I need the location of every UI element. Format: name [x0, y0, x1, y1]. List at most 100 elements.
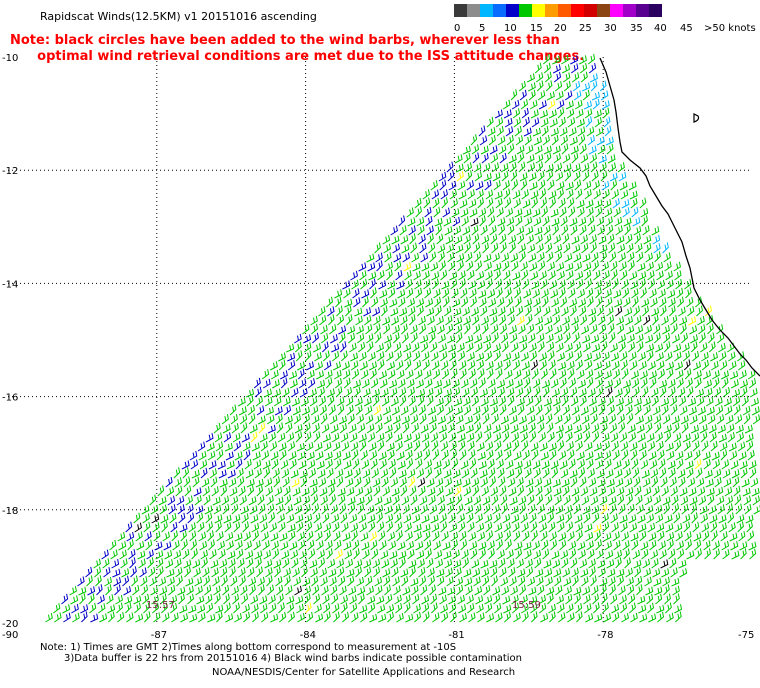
- wind-barb: [529, 342, 537, 353]
- wind-barb: [550, 127, 559, 137]
- wind-barb: [483, 253, 492, 263]
- wind-barb: [201, 478, 210, 488]
- wind-barb: [467, 352, 475, 362]
- wind-barb: [427, 567, 435, 578]
- wind-barb: [503, 604, 512, 614]
- wind-barb: [658, 458, 666, 470]
- wind-barb: [645, 252, 653, 263]
- wind-barb: [431, 602, 438, 614]
- wind-barb: [666, 612, 674, 623]
- wind-barb: [350, 522, 359, 533]
- wind-barb: [242, 604, 250, 614]
- wind-barb: [613, 378, 622, 389]
- wind-barb: [364, 566, 372, 578]
- wind-barb: [276, 504, 284, 515]
- wind-barb: [405, 279, 413, 290]
- wind-barb: [538, 432, 546, 443]
- wind-barb: [555, 585, 563, 596]
- wind-barb: [465, 251, 473, 263]
- wind-barb: [562, 404, 570, 416]
- wind-barb: [129, 557, 136, 569]
- wind-barb: [345, 478, 354, 488]
- wind-barb: [391, 316, 399, 326]
- wind-barb: [252, 451, 261, 461]
- wind-barb: [337, 314, 345, 326]
- longitude-label: -90: [2, 630, 18, 641]
- wind-barb: [513, 198, 521, 209]
- wind-barb: [493, 513, 501, 524]
- wind-barb: [596, 469, 605, 479]
- wind-barb: [649, 459, 658, 470]
- wind-barb: [231, 585, 239, 596]
- wind-barb: [600, 422, 608, 434]
- wind-barb: [304, 350, 312, 362]
- wind-barb: [693, 449, 701, 461]
- wind-barb: [630, 280, 639, 290]
- wind-barb: [518, 80, 526, 92]
- wind-speed-legend: 0 5 10 15 20 25 30 35 40 45 >50 knots: [454, 4, 756, 34]
- wind-barb: [506, 387, 515, 398]
- wind-barb: [291, 558, 299, 569]
- wind-barb: [63, 612, 71, 623]
- wind-barb: [730, 370, 739, 380]
- wind-barb: [679, 487, 688, 497]
- wind-barb: [314, 352, 322, 362]
- wind-barb: [597, 144, 606, 155]
- legend-label: >50 knots: [704, 23, 756, 34]
- wind-barb: [195, 585, 203, 596]
- wind-barb: [669, 477, 677, 488]
- wind-barb: [418, 404, 426, 416]
- wind-barb: [150, 504, 159, 515]
- wind-barb: [499, 233, 507, 245]
- wind-barb: [629, 360, 638, 371]
- wind-barb: [268, 432, 276, 443]
- wind-barb: [726, 423, 735, 434]
- wind-barb: [464, 496, 473, 506]
- wind-barb: [210, 476, 218, 488]
- wind-barb: [587, 468, 595, 479]
- wind-barb: [246, 478, 255, 488]
- wind-barb: [672, 334, 680, 344]
- wind-barb: [207, 530, 214, 542]
- wind-barb: [374, 414, 383, 425]
- wind-barb: [605, 469, 614, 479]
- wind-barb: [549, 531, 557, 542]
- wind-barb: [733, 404, 741, 416]
- legend-swatch: [571, 4, 584, 17]
- wind-barb: [407, 468, 416, 479]
- wind-barb: [567, 117, 576, 128]
- wind-barb: [421, 595, 430, 605]
- wind-barb: [683, 440, 691, 452]
- wind-barb: [197, 441, 206, 452]
- wind-barb: [660, 305, 667, 317]
- wind-barb: [687, 397, 697, 407]
- wind-barb: [373, 485, 381, 497]
- wind-barb: [422, 351, 430, 362]
- wind-barb: [425, 387, 434, 398]
- wind-barb: [601, 180, 610, 191]
- wind-barb: [341, 441, 350, 452]
- wind-barb: [635, 325, 644, 335]
- wind-barb: [209, 468, 217, 479]
- wind-barb: [362, 296, 369, 308]
- wind-barb: [342, 369, 351, 380]
- wind-barb: [366, 505, 375, 515]
- wind-barb: [423, 611, 430, 623]
- wind-barb: [707, 494, 715, 506]
- wind-barb: [344, 469, 353, 479]
- wind-barb: [476, 271, 485, 281]
- wind-barb: [198, 531, 207, 542]
- wind-barb: [251, 522, 260, 533]
- wind-barb: [222, 503, 230, 515]
- wind-barb: [546, 251, 554, 263]
- wind-barb: [477, 451, 486, 461]
- wind-barb: [320, 333, 329, 344]
- wind-barb: [281, 468, 290, 479]
- wind-barb: [691, 350, 700, 362]
- wind-barb: [412, 351, 421, 362]
- wind-barb: [666, 450, 675, 461]
- wind-barb: [576, 611, 583, 623]
- latitude-labels: -10-12-14-16-18-20: [2, 53, 18, 630]
- wind-barb: [509, 242, 516, 254]
- wind-barb: [516, 397, 525, 407]
